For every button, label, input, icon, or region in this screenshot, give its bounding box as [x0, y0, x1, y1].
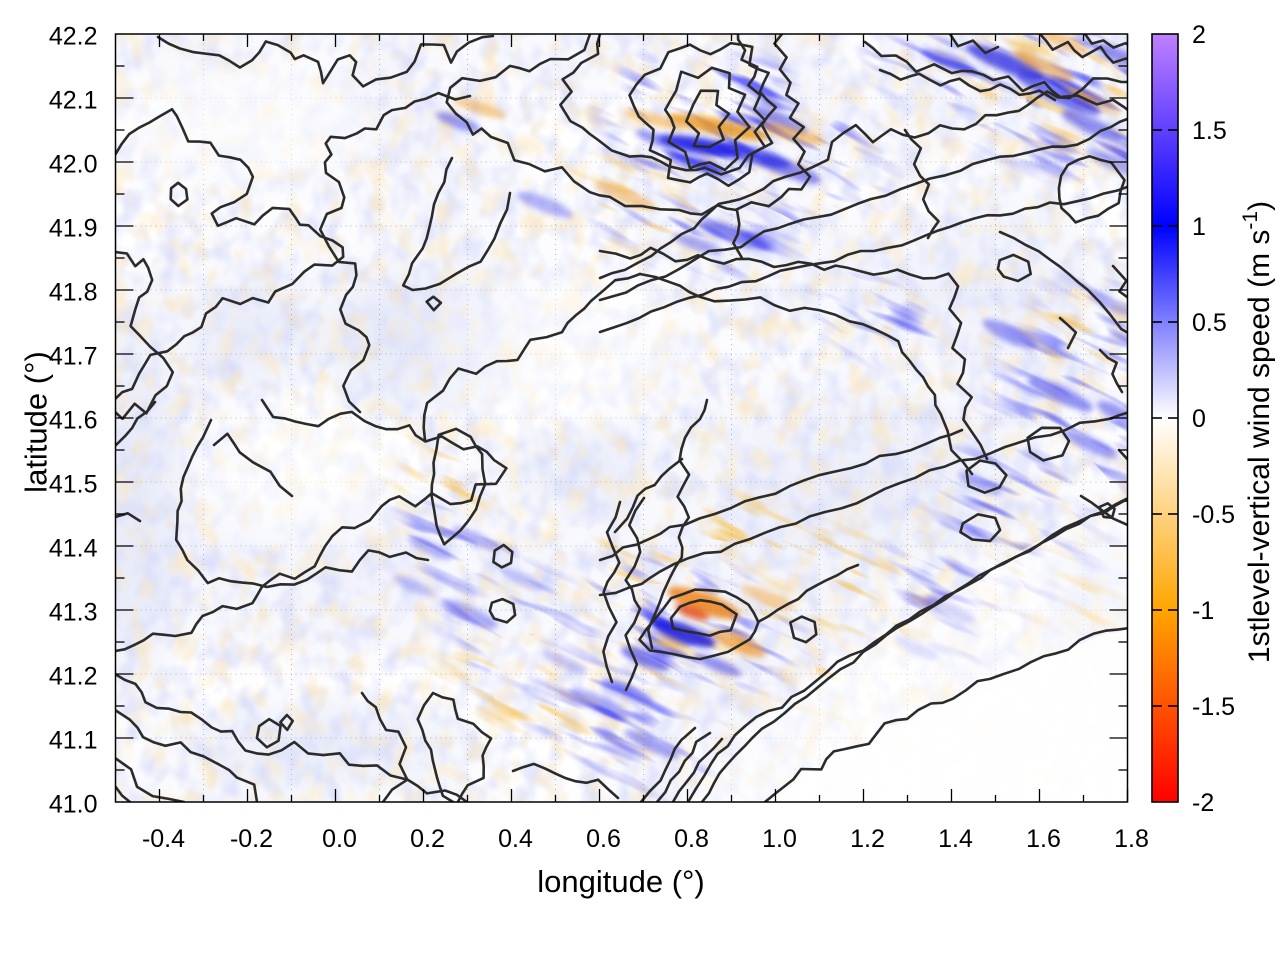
- svg-text:0.4: 0.4: [498, 825, 533, 853]
- svg-text:42.0: 42.0: [49, 151, 98, 179]
- svg-text:41.8: 41.8: [49, 279, 98, 307]
- svg-text:42.1: 42.1: [49, 87, 98, 115]
- svg-text:0.5: 0.5: [1192, 309, 1227, 337]
- svg-text:41.9: 41.9: [49, 215, 98, 243]
- svg-text:1.6: 1.6: [1026, 825, 1061, 853]
- svg-text:1.8: 1.8: [1114, 825, 1149, 853]
- svg-text:-0.2: -0.2: [230, 825, 273, 853]
- svg-text:0.6: 0.6: [586, 825, 621, 853]
- svg-text:-1.5: -1.5: [1192, 693, 1235, 721]
- svg-text:0.0: 0.0: [322, 825, 357, 853]
- svg-text:1: 1: [1192, 213, 1206, 241]
- svg-text:41.3: 41.3: [49, 599, 98, 627]
- svg-text:0.8: 0.8: [674, 825, 709, 853]
- svg-text:-2: -2: [1192, 789, 1214, 817]
- svg-text:latitude (°): latitude (°): [19, 351, 54, 493]
- svg-text:41.0: 41.0: [49, 791, 98, 819]
- svg-text:42.2: 42.2: [49, 23, 98, 51]
- svg-text:-0.4: -0.4: [142, 825, 185, 853]
- svg-text:41.5: 41.5: [49, 471, 98, 499]
- svg-text:0.2: 0.2: [410, 825, 445, 853]
- svg-text:41.4: 41.4: [49, 535, 98, 563]
- svg-text:-0.5: -0.5: [1192, 501, 1235, 529]
- svg-text:-1: -1: [1192, 597, 1214, 625]
- svg-text:41.1: 41.1: [49, 727, 98, 755]
- svg-text:2: 2: [1192, 21, 1206, 49]
- svg-text:41.2: 41.2: [49, 663, 98, 691]
- svg-text:1stlevel-vertical wind speed (: 1stlevel-vertical wind speed (m s-1): [1239, 201, 1276, 663]
- svg-text:41.6: 41.6: [49, 407, 98, 435]
- svg-text:longitude (°): longitude (°): [537, 864, 705, 899]
- svg-text:1.2: 1.2: [850, 825, 885, 853]
- svg-text:41.7: 41.7: [49, 343, 98, 371]
- svg-text:1.0: 1.0: [762, 825, 797, 853]
- svg-text:0: 0: [1192, 405, 1206, 433]
- svg-text:1.5: 1.5: [1192, 117, 1227, 145]
- svg-text:1.4: 1.4: [938, 825, 973, 853]
